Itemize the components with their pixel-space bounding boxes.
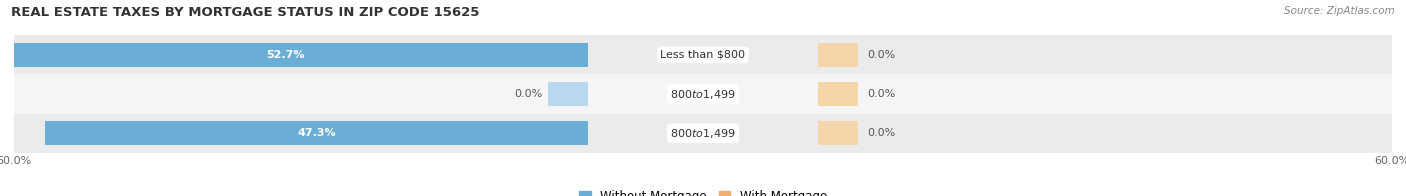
Text: 47.3%: 47.3%	[297, 128, 336, 138]
Bar	[818, 121, 858, 145]
Bar	[14, 114, 1392, 153]
Text: REAL ESTATE TAXES BY MORTGAGE STATUS IN ZIP CODE 15625: REAL ESTATE TAXES BY MORTGAGE STATUS IN …	[11, 6, 479, 19]
Text: 0.0%: 0.0%	[868, 50, 896, 60]
Text: 0.0%: 0.0%	[868, 128, 896, 138]
Text: Source: ZipAtlas.com: Source: ZipAtlas.com	[1284, 6, 1395, 16]
Legend: Without Mortgage, With Mortgage: Without Mortgage, With Mortgage	[574, 186, 832, 196]
Text: 0.0%: 0.0%	[868, 89, 896, 99]
Bar	[548, 82, 588, 106]
Text: 0.0%: 0.0%	[515, 89, 543, 99]
Text: 52.7%: 52.7%	[266, 50, 305, 60]
Bar	[14, 74, 1392, 114]
Bar	[14, 35, 1392, 74]
Bar	[45, 121, 588, 145]
Text: $800 to $1,499: $800 to $1,499	[671, 127, 735, 140]
Bar	[0, 43, 588, 67]
Text: $800 to $1,499: $800 to $1,499	[671, 88, 735, 101]
Text: Less than $800: Less than $800	[661, 50, 745, 60]
Bar	[818, 82, 858, 106]
Bar	[818, 43, 858, 67]
